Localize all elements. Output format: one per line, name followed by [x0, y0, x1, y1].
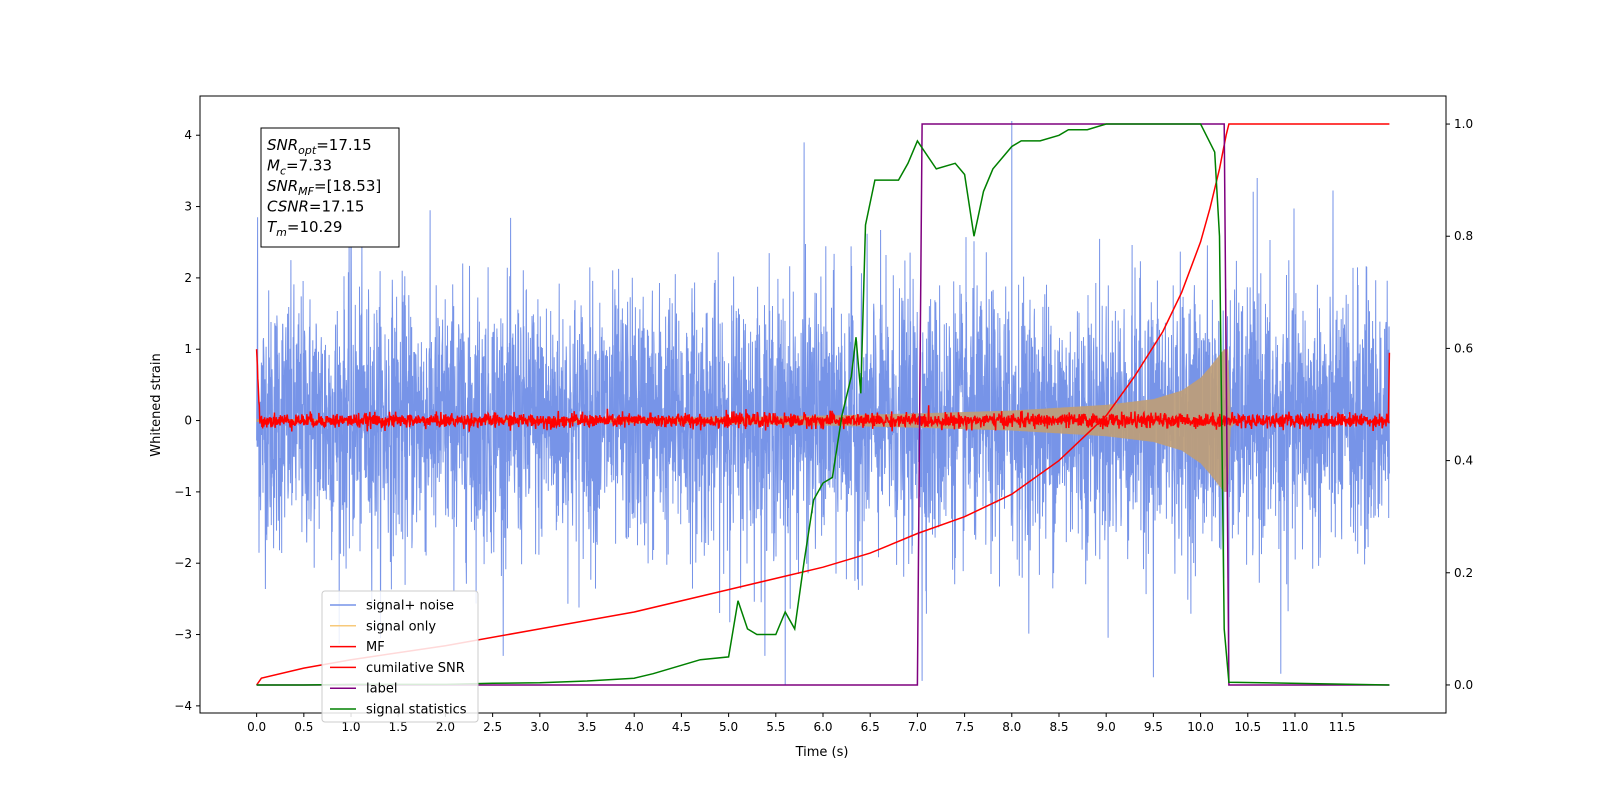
- legend-item: cumilative SNR: [330, 661, 465, 676]
- legend-item: signal only: [330, 619, 436, 634]
- x-tick-label: 2.5: [483, 720, 502, 734]
- y-axis-right: 0.0 0.2 0.4 0.6 0.8 1.0: [1446, 117, 1473, 692]
- y-tick-label: 2: [184, 271, 192, 285]
- y-tick-label: 4: [184, 128, 192, 142]
- series-label: [256, 123, 1390, 686]
- legend-item: MF: [330, 640, 385, 655]
- y2-tick-label: 0.2: [1454, 566, 1473, 580]
- legend-label: signal only: [366, 619, 436, 634]
- x-tick-label: 6.0: [813, 720, 832, 734]
- x-tick-label: 2.0: [436, 720, 455, 734]
- annotation-line: Mc=7.33: [267, 157, 332, 178]
- y-tick-label: 0: [184, 414, 192, 428]
- y-tick-label: 1: [184, 342, 192, 356]
- series-signal-statistics: [256, 123, 1390, 686]
- x-tick-label: 7.5: [955, 720, 974, 734]
- x-tick-label: 11.0: [1282, 720, 1309, 734]
- y-tick-label: −4: [174, 699, 192, 713]
- y2-tick-label: 0.0: [1454, 678, 1473, 692]
- x-tick-label: 8.5: [1049, 720, 1068, 734]
- annotation-frame: [260, 127, 400, 248]
- x-tick-label: 9.0: [1097, 720, 1116, 734]
- legend-label: signal statistics: [366, 703, 467, 718]
- legend-frame: [321, 590, 479, 723]
- legend-label: signal+ noise: [366, 599, 454, 614]
- x-tick-label: 6.5: [861, 720, 880, 734]
- legend-item: signal+ noise: [330, 599, 454, 614]
- annotation-line: SNRMF=[18.53]: [267, 177, 381, 198]
- x-tick-label: 5.0: [719, 720, 738, 734]
- legend-label: cumilative SNR: [366, 661, 465, 676]
- annotation-line: CSNR=17.15: [267, 198, 364, 216]
- y-tick-label: −2: [174, 556, 192, 570]
- y-axis-left: −4 −3 −2 −1 0 1 2 3 4: [174, 128, 200, 713]
- x-tick-label: 5.5: [766, 720, 785, 734]
- x-tick-label: 4.5: [672, 720, 691, 734]
- y2-tick-label: 0.6: [1454, 341, 1473, 355]
- x-tick-label: 7.0: [908, 720, 927, 734]
- y-tick-label: −3: [174, 628, 192, 642]
- y-tick-label: 3: [184, 200, 192, 214]
- x-tick-label: 3.5: [577, 720, 596, 734]
- x-axis-label: Time (s): [795, 745, 849, 760]
- x-tick-label: 1.0: [341, 720, 360, 734]
- y-axis-label: Whitened strain: [149, 353, 164, 456]
- x-tick-label: 0.0: [247, 720, 266, 734]
- x-tick-label: 10.5: [1234, 720, 1261, 734]
- legend-label: label: [366, 682, 397, 697]
- annotation-line: Tm=10.29: [267, 218, 342, 239]
- x-tick-label: 4.0: [625, 720, 644, 734]
- legend-item: label: [330, 682, 397, 697]
- legend: signal+ noise signal only MF cumilative SNR…: [321, 590, 479, 723]
- legend-label: MF: [366, 640, 385, 655]
- y2-tick-label: 0.4: [1454, 454, 1473, 468]
- x-tick-label: 8.0: [1002, 720, 1021, 734]
- x-tick-label: 3.0: [530, 720, 549, 734]
- y2-tick-label: 0.8: [1454, 229, 1473, 243]
- x-tick-label: 1.5: [389, 720, 408, 734]
- x-tick-label: 10.0: [1187, 720, 1214, 734]
- y-tick-label: −1: [174, 485, 192, 499]
- series-mf: [255, 349, 1391, 432]
- x-tick-label: 9.5: [1144, 720, 1163, 734]
- x-tick-label: 0.5: [294, 720, 313, 734]
- x-axis: 0.0 0.5 1.0 1.5 2.0 2.5 3.0 3.5 4.0 4.5 5.0 5.5 6.0 6…: [247, 713, 1356, 734]
- legend-item: signal statistics: [330, 703, 467, 718]
- stats-annotation-box: SNRopt=17.15Mc=7.33SNRMF=[18.53]CSNR=17.…: [260, 127, 400, 248]
- y2-tick-label: 1.0: [1454, 117, 1473, 131]
- x-tick-label: 11.5: [1329, 720, 1356, 734]
- annotation-line: SNRopt=17.15: [267, 136, 372, 157]
